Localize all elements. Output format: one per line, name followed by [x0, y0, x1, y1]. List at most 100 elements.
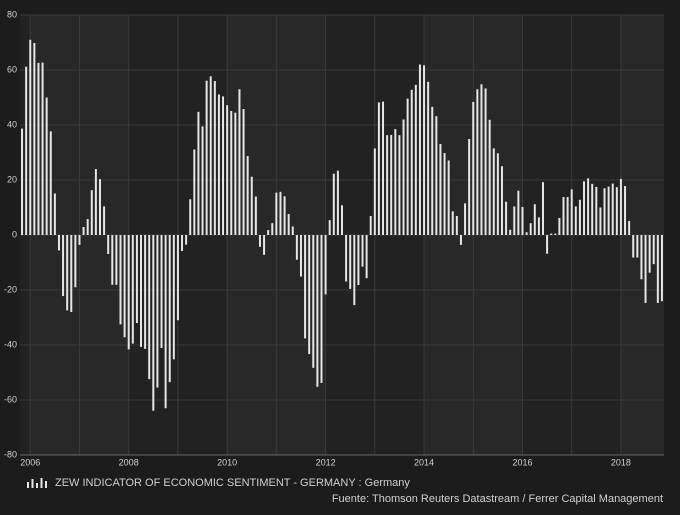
bar [619, 178, 622, 235]
y-tick-label: -60 [4, 394, 17, 404]
bar [599, 207, 602, 235]
legend-swatch [36, 483, 38, 488]
bar [554, 233, 557, 235]
bar [562, 197, 565, 235]
bar [652, 235, 655, 265]
bar [558, 217, 561, 235]
bar [226, 105, 229, 235]
legend-swatch [27, 482, 29, 488]
bar [230, 110, 233, 235]
y-tick-label: 20 [7, 174, 17, 184]
bar [443, 153, 446, 235]
bar [624, 186, 627, 235]
bar [164, 235, 167, 409]
legend-swatch [45, 481, 47, 488]
bar [435, 116, 438, 235]
bar [53, 193, 56, 235]
bar [21, 128, 24, 235]
bar [464, 203, 467, 235]
bar [41, 62, 44, 236]
bar [160, 235, 163, 349]
bar [33, 43, 36, 235]
bar [304, 235, 307, 339]
y-tick-label: -40 [4, 339, 17, 349]
bar [115, 235, 118, 285]
bar [513, 206, 516, 235]
bar [49, 131, 52, 235]
bar [82, 227, 85, 235]
bar [546, 235, 549, 254]
bar [377, 102, 380, 235]
bar [123, 235, 126, 338]
bar [328, 220, 331, 235]
bar [394, 129, 397, 235]
bar [209, 76, 212, 235]
bar [459, 235, 462, 245]
bar [611, 183, 614, 235]
bar [156, 235, 159, 388]
bar [472, 101, 475, 236]
bar [484, 88, 487, 235]
bar [341, 205, 343, 235]
bar [656, 235, 659, 303]
x-tick-label: 2008 [119, 457, 139, 467]
bar [131, 235, 134, 344]
bar [242, 109, 245, 235]
x-tick-label: 2012 [316, 457, 336, 467]
bar [234, 112, 237, 235]
bar [98, 179, 101, 235]
bar [517, 190, 520, 235]
bar [140, 235, 143, 347]
bar [648, 235, 651, 273]
bar [74, 235, 77, 288]
bar [254, 196, 257, 235]
bar [193, 149, 196, 235]
bar [595, 186, 598, 235]
bar [607, 186, 610, 235]
bar [217, 94, 220, 235]
bar [468, 139, 471, 235]
x-tick-label: 2016 [512, 457, 532, 467]
bar [205, 80, 208, 235]
bar [357, 235, 360, 286]
bar [640, 235, 643, 280]
bar [583, 181, 586, 235]
bar [316, 235, 319, 387]
bar [275, 192, 278, 235]
bar [172, 235, 175, 360]
bar [291, 226, 294, 235]
bar [496, 153, 499, 235]
bar [66, 235, 69, 311]
bar [176, 235, 179, 321]
bar [398, 135, 401, 235]
bar [103, 206, 106, 235]
bar [283, 196, 286, 235]
bar [127, 235, 130, 350]
source: Fuente: Thomson Reuters Datastream / Fer… [332, 493, 663, 505]
bar [480, 84, 483, 235]
bar [37, 62, 40, 235]
bar [521, 206, 524, 235]
bar [295, 235, 298, 260]
bar [591, 183, 594, 235]
bar [197, 111, 200, 235]
bar [189, 199, 192, 235]
y-tick-label: 60 [7, 64, 17, 74]
bar [332, 173, 335, 235]
bar [45, 97, 48, 235]
legend-swatch [31, 479, 34, 488]
bar [423, 65, 426, 235]
bar [324, 235, 327, 295]
x-tick-label: 2014 [414, 457, 434, 467]
bar [361, 235, 364, 267]
bar [148, 235, 151, 380]
bar [492, 148, 495, 235]
bar [57, 235, 60, 251]
bar [90, 190, 93, 235]
legend-label: ZEW INDICATOR OF ECONOMIC SENTIMENT - GE… [55, 477, 410, 489]
bar [25, 66, 28, 235]
bar [636, 235, 639, 258]
bar [135, 235, 138, 323]
bar [505, 201, 508, 235]
